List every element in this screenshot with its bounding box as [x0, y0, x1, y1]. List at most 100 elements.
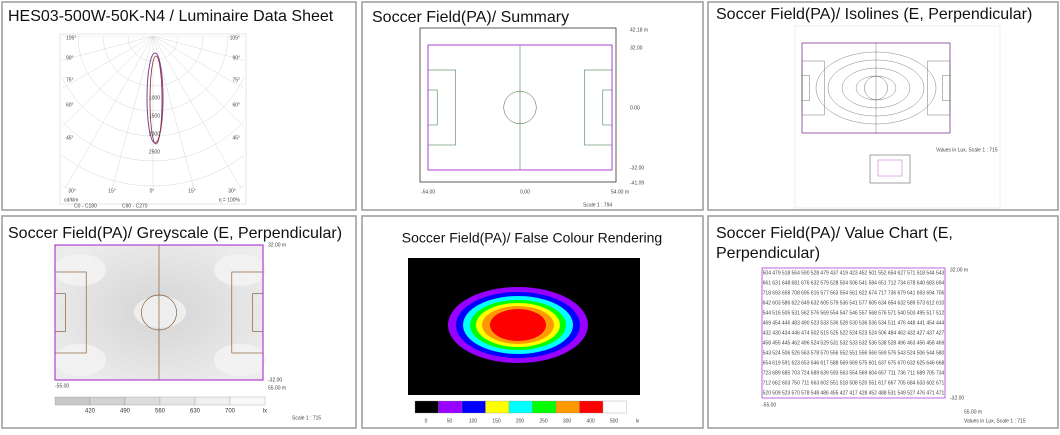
- label: 250: [539, 418, 548, 424]
- label: 546: [849, 310, 858, 316]
- label: 437: [830, 270, 839, 276]
- legend-swatch: [461, 400, 486, 414]
- label: 646: [811, 360, 820, 366]
- label: 590: [801, 270, 810, 276]
- label: 569: [840, 360, 849, 366]
- label: 432: [763, 330, 772, 336]
- label: 586: [782, 300, 791, 306]
- label: 428: [859, 390, 868, 396]
- label: -55.00: [55, 383, 69, 389]
- polar-ray: [64, 36, 154, 188]
- label: 670: [897, 360, 906, 366]
- label: 700: [225, 409, 236, 415]
- label: 484: [888, 330, 897, 336]
- label: 646: [926, 360, 935, 366]
- label: 471: [936, 390, 945, 396]
- label: 616: [811, 290, 820, 296]
- label: 448: [907, 320, 916, 326]
- note: Values in Lux, Scale 1 : 715: [964, 418, 1026, 424]
- label: 474: [801, 330, 810, 336]
- label: 552: [840, 350, 849, 356]
- label: 639: [820, 370, 829, 376]
- label: 471: [926, 390, 935, 396]
- grey-zone: [214, 344, 266, 376]
- label: 667: [888, 380, 897, 386]
- label: 469: [936, 340, 945, 346]
- legend: C90 - C270: [122, 203, 148, 209]
- legend-swatch: [579, 400, 604, 414]
- label: 617: [820, 360, 829, 366]
- label: 200: [516, 418, 525, 424]
- label: 601: [869, 360, 878, 366]
- label: 0.00: [630, 105, 640, 111]
- label: 584: [869, 280, 878, 286]
- label: 569: [859, 370, 868, 376]
- label: 569: [820, 310, 829, 316]
- label: 528: [811, 270, 820, 276]
- label: 501: [869, 270, 878, 276]
- label: 533: [820, 320, 829, 326]
- label: 689: [917, 370, 926, 376]
- label: -32.00: [268, 377, 282, 383]
- label: 566: [869, 350, 878, 356]
- label: 454: [926, 320, 935, 326]
- label: 625: [917, 360, 926, 366]
- label: 0°: [150, 188, 155, 194]
- label: 506: [782, 350, 791, 356]
- label: 712: [888, 280, 897, 286]
- label: 518: [782, 270, 791, 276]
- label: 588: [830, 360, 839, 366]
- label: 671: [936, 380, 945, 386]
- label: 488: [878, 390, 887, 396]
- label: 570: [792, 390, 801, 396]
- legend-swatch: [159, 396, 196, 406]
- label: 15°: [188, 188, 196, 194]
- label: 693: [772, 290, 781, 296]
- label: 520: [859, 380, 868, 386]
- label: 458: [763, 340, 772, 346]
- label: 469: [763, 320, 772, 326]
- label: -54.00: [421, 189, 435, 195]
- label: 554: [840, 290, 849, 296]
- legend: C0 - C180: [74, 203, 97, 209]
- label: 576: [888, 350, 897, 356]
- label: 562: [801, 310, 810, 316]
- label: 556: [830, 350, 839, 356]
- label: 653: [801, 360, 810, 366]
- label: 90°: [66, 55, 74, 61]
- label: 1500: [149, 113, 160, 119]
- value-field: [761, 267, 946, 399]
- label: 679: [897, 290, 906, 296]
- legend-swatch: [532, 400, 557, 414]
- label: 524: [811, 340, 820, 346]
- label: 532: [859, 340, 868, 346]
- legend-swatch: [414, 400, 439, 414]
- label: 60°: [66, 102, 74, 108]
- label: 490: [120, 409, 131, 415]
- label: 612: [926, 300, 935, 306]
- panel-title: HES03-500W-50K-N4 / Luminaire Data Sheet: [8, 8, 334, 25]
- label: 544: [926, 270, 935, 276]
- label: 603: [772, 300, 781, 306]
- label: 694: [926, 290, 935, 296]
- label: 634: [878, 300, 887, 306]
- label: 617: [878, 380, 887, 386]
- label: 685: [782, 370, 791, 376]
- label: 105°: [230, 35, 240, 41]
- pitch-line: [503, 91, 537, 124]
- pitch-line: [141, 294, 177, 331]
- label: 490: [801, 320, 810, 326]
- label: 500: [610, 418, 619, 424]
- polar-ray: [62, 36, 154, 89]
- label: 706: [936, 290, 945, 296]
- efficiency: η = 100%: [219, 197, 241, 203]
- label: 446: [782, 320, 791, 326]
- label: 32.00 m: [268, 242, 286, 248]
- panel-title: Perpendicular): [716, 245, 820, 262]
- label: 504: [763, 270, 772, 276]
- label: 75°: [66, 77, 74, 83]
- label: 463: [907, 340, 916, 346]
- label: 432: [907, 330, 916, 336]
- label: 508: [849, 380, 858, 386]
- label: 524: [869, 330, 878, 336]
